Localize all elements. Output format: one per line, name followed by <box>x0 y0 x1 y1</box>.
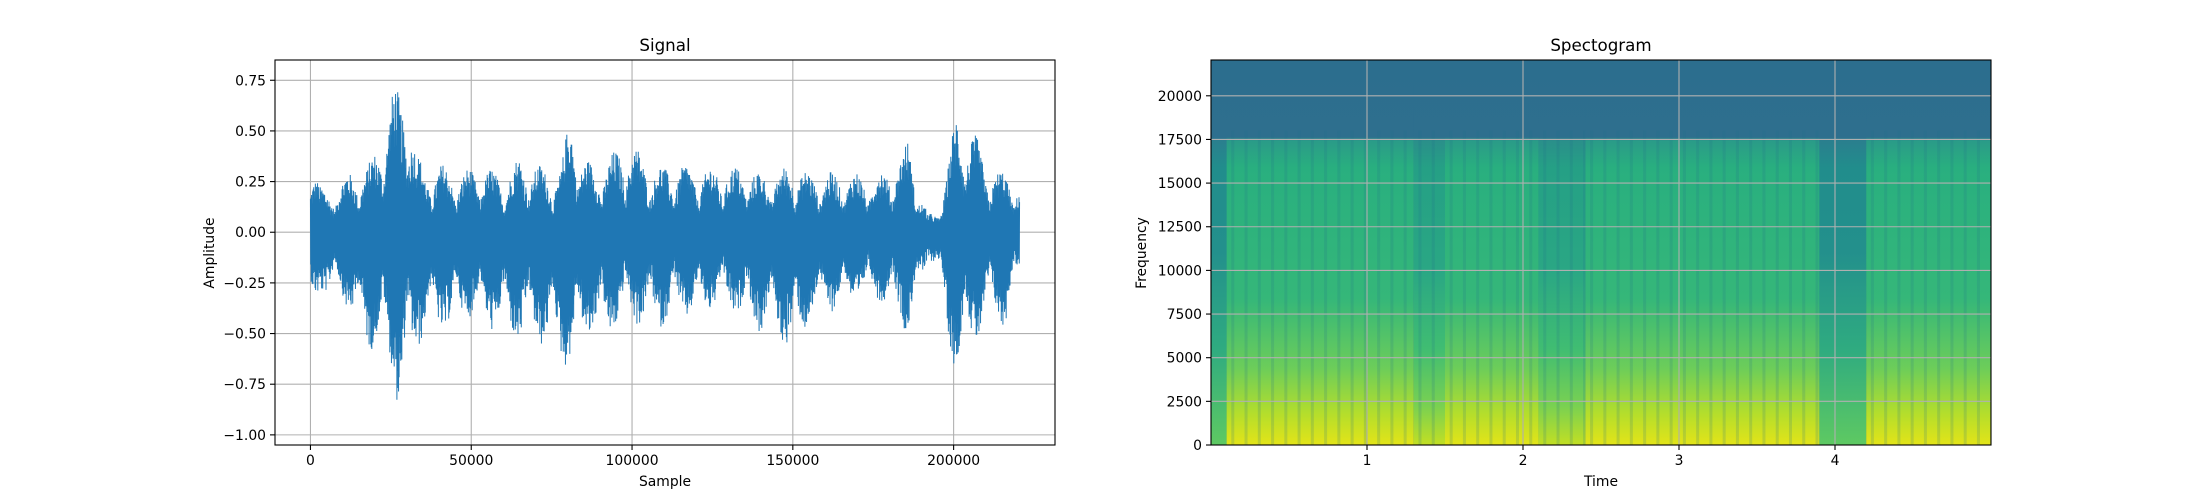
spectrogram-stripe <box>1682 130 1686 445</box>
signal-y-tick-label: −1.00 <box>223 428 266 444</box>
spectrogram-stripe <box>1502 130 1506 445</box>
signal-x-axis-label: Sample <box>639 474 691 490</box>
signal-x-tick-label: 0 <box>306 453 315 469</box>
spectrogram-x-tick-label: 3 <box>1675 453 1684 469</box>
signal-x-tick-label: 50000 <box>449 453 493 469</box>
spectrogram-plot-frame <box>1210 59 1992 446</box>
spectrogram-stripe <box>1669 130 1673 445</box>
spectrogram-stripe <box>1696 130 1700 445</box>
spectrogram-stripe <box>1403 130 1407 445</box>
spectrogram-stripe <box>1788 130 1792 445</box>
spectrogram-stripe <box>1324 130 1328 445</box>
signal-y-tick-label: 0.25 <box>235 175 266 191</box>
spectrogram-stripe <box>1656 130 1660 445</box>
spectrogram-stripe <box>1476 130 1480 445</box>
spectrogram-y-tick-label: 15000 <box>1158 176 1202 192</box>
spectrogram-stripe <box>1489 130 1493 445</box>
spectrogram-stripe <box>1449 130 1453 445</box>
spectrogram-x-axis-label: Time <box>1583 474 1618 490</box>
signal-y-tick-label: 0.50 <box>235 124 266 140</box>
signal-y-tick-label: −0.50 <box>223 327 266 343</box>
signal-waveform <box>309 92 1021 400</box>
signal-title: Signal <box>639 35 690 55</box>
spectrogram-segment <box>1211 60 1227 445</box>
spectrogram-stripe <box>1583 130 1587 445</box>
signal-y-tick-label: −0.75 <box>223 377 266 393</box>
spectrogram-y-tick-label: 0 <box>1193 438 1202 454</box>
spectrogram-stripe <box>1297 130 1301 445</box>
spectrogram-stripe <box>1244 130 1248 445</box>
spectrogram-y-tick-label: 7500 <box>1167 307 1202 323</box>
spectrogram-segment <box>1226 60 1414 445</box>
spectrogram-title: Spectogram <box>1550 35 1651 55</box>
spectrogram-stripe <box>1802 130 1806 445</box>
spectrogram-segment <box>1866 60 1991 445</box>
spectrogram-stripe <box>1350 130 1354 445</box>
signal-y-tick-label: −0.25 <box>223 276 266 292</box>
spectrogram-stripe <box>1976 130 1980 445</box>
spectrogram-stripe <box>1231 130 1235 445</box>
spectrogram-stripe <box>1515 130 1519 445</box>
signal-plot-frame <box>274 59 1056 446</box>
spectrogram-segment <box>1585 60 1820 445</box>
spectrogram-y-tick-label: 17500 <box>1158 132 1202 148</box>
spectrogram-x-tick-label: 1 <box>1363 453 1372 469</box>
spectrogram-stripe <box>1431 130 1435 445</box>
spectrogram-segment <box>1538 60 1586 445</box>
signal-y-tick-label: 0.75 <box>235 73 266 89</box>
spectrogram-stripe <box>1310 130 1314 445</box>
spectrogram-stripe <box>1337 130 1341 445</box>
spectrogram-stripe <box>1910 130 1914 445</box>
spectrogram-stripe <box>1749 130 1753 445</box>
signal-y-tick-label: 0.00 <box>235 225 266 241</box>
spectrogram-stripe <box>1923 130 1927 445</box>
spectrogram-stripe <box>1590 130 1594 445</box>
spectrogram-stripe <box>1735 130 1739 445</box>
spectrogram-segment <box>1819 60 1867 445</box>
spectrogram-stripe <box>1363 130 1367 445</box>
spectrogram-panel: 1 2 3 4 0 2500 5000 7500 10000 12500 15000 17500 200… <box>1134 35 1992 490</box>
spectrogram-stripe <box>1884 130 1888 445</box>
spectrogram-stripe <box>1950 130 1954 445</box>
spectrogram-stripe <box>1870 130 1874 445</box>
spectrogram-stripe <box>1418 130 1422 445</box>
signal-x-tick-label: 150000 <box>766 453 819 469</box>
spectrogram-y-tick-label: 5000 <box>1167 351 1202 367</box>
spectrogram-stripe <box>1569 130 1573 445</box>
spectrogram-stripe <box>1377 130 1381 445</box>
spectrogram-x-tick-label: 4 <box>1831 453 1840 469</box>
spectrogram-stripe <box>1529 130 1533 445</box>
spectrogram-stripe <box>1897 130 1901 445</box>
spectrogram-y-tick-label: 10000 <box>1158 263 1202 279</box>
spectrogram-segment <box>1413 60 1445 445</box>
spectrogram-y-tick-label: 20000 <box>1158 89 1202 105</box>
signal-x-tick-label: 200000 <box>927 453 980 469</box>
signal-panel: 0 50000 100000 150000 200000 −1.00 −0.75 −0.50 −… <box>202 35 1056 490</box>
spectrogram-stripe <box>1629 130 1633 445</box>
signal-y-axis-label: Amplitude <box>202 217 218 288</box>
spectrogram-stripe <box>1462 130 1466 445</box>
spectrogram-stripe <box>1815 130 1819 445</box>
spectrogram-stripe <box>1709 130 1713 445</box>
spectrogram-stripe <box>1643 130 1647 445</box>
spectrogram-x-tick-label: 2 <box>1519 453 1528 469</box>
spectrogram-y-tick-label: 2500 <box>1167 394 1202 410</box>
spectrogram-stripe <box>1257 130 1261 445</box>
spectrogram-stripe <box>1284 130 1288 445</box>
spectrogram-y-axis-label: Frequency <box>1134 217 1150 289</box>
spectrogram-stripe <box>1963 130 1967 445</box>
spectrogram-stripe <box>1556 130 1560 445</box>
spectrogram-stripe <box>1603 130 1607 445</box>
spectrogram-stripe <box>1543 130 1547 445</box>
spectrogram-stripe <box>1762 130 1766 445</box>
spectrogram-y-tick-label: 12500 <box>1158 220 1202 236</box>
spectrogram-stripe <box>1390 130 1394 445</box>
spectrogram-stripe <box>1722 130 1726 445</box>
spectrogram-stripe <box>1616 130 1620 445</box>
spectrogram-stripe <box>1775 130 1779 445</box>
spectrogram-stripe <box>1271 130 1275 445</box>
spectrogram-stripe <box>1937 130 1941 445</box>
signal-x-tick-label: 100000 <box>606 453 659 469</box>
